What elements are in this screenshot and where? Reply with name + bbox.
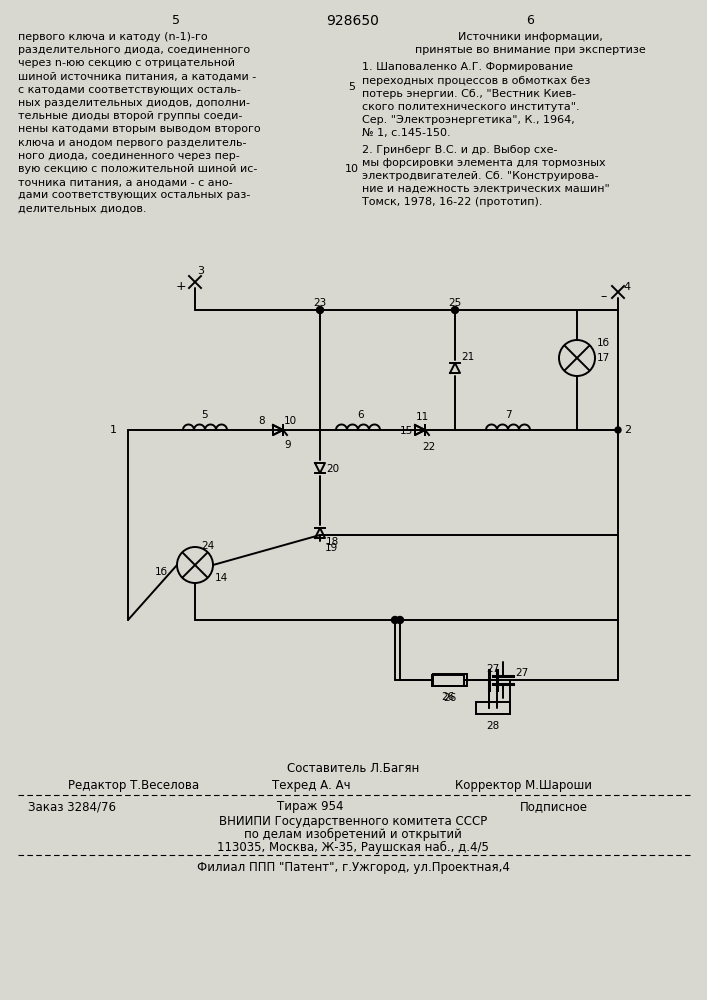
Text: ние и надежность электрических машин": ние и надежность электрических машин" [362,184,609,194]
Text: первого ключа и катоду (n-1)-го: первого ключа и катоду (n-1)-го [18,32,208,42]
Text: 22: 22 [422,442,436,452]
Text: 14: 14 [215,573,228,583]
Text: 27: 27 [515,668,528,678]
Text: точника питания, а анодами - с ано-: точника питания, а анодами - с ано- [18,177,233,187]
Text: 7: 7 [505,410,511,420]
Text: ВНИИПИ Государственного комитета СССР: ВНИИПИ Государственного комитета СССР [219,815,487,828]
Text: ского политехнического института".: ского политехнического института". [362,102,580,112]
Text: 2: 2 [624,425,631,435]
Text: 10: 10 [345,164,359,174]
Text: Филиал ППП "Патент", г.Ужгород, ул.Проектная,4: Филиал ППП "Патент", г.Ужгород, ул.Проек… [197,861,510,874]
Circle shape [397,616,404,624]
Text: 8: 8 [258,416,264,426]
Text: 1. Шаповаленко А.Г. Формирование: 1. Шаповаленко А.Г. Формирование [362,62,573,72]
Text: 2. Гринберг В.С. и др. Выбор схе-: 2. Гринберг В.С. и др. Выбор схе- [362,145,558,155]
Text: переходных процессов в обмотках без: переходных процессов в обмотках без [362,76,590,86]
Text: нены катодами вторым выводом второго: нены катодами вторым выводом второго [18,124,261,134]
Text: 6: 6 [526,14,534,27]
Text: 20: 20 [326,464,339,474]
Text: 5: 5 [349,82,356,92]
Text: 15: 15 [400,426,414,436]
Circle shape [392,616,399,624]
Text: 25: 25 [448,298,462,308]
Text: 18: 18 [326,537,339,547]
Text: 24: 24 [201,541,214,551]
Text: 1б: 1б [597,338,610,348]
Text: ного диода, соединенного через пер-: ного диода, соединенного через пер- [18,151,240,161]
Text: разделительного диода, соединенного: разделительного диода, соединенного [18,45,250,55]
Text: ных разделительных диодов, дополни-: ных разделительных диодов, дополни- [18,98,250,108]
Text: мы форсировки элемента для тормозных: мы форсировки элемента для тормозных [362,158,606,168]
Text: 23: 23 [313,298,327,308]
Text: через n-юю секцию с отрицательной: через n-юю секцию с отрицательной [18,58,235,68]
Text: 1б: 1б [155,567,168,577]
Text: 28: 28 [486,721,500,731]
Text: +: + [175,280,187,293]
Bar [432,674,464,686]
Text: 10: 10 [284,416,297,426]
Text: 19: 19 [325,543,338,553]
Text: № 1, с.145-150.: № 1, с.145-150. [362,128,450,138]
Text: потерь энергии. Сб., "Вестник Киев-: потерь энергии. Сб., "Вестник Киев- [362,89,576,99]
Circle shape [452,306,459,314]
Text: 5: 5 [201,410,209,420]
Text: Томск, 1978, 16-22 (прототип).: Томск, 1978, 16-22 (прототип). [362,197,542,207]
Circle shape [615,427,621,433]
Text: 9: 9 [284,440,291,450]
Text: 6: 6 [358,410,364,420]
Text: Подписное: Подписное [520,800,588,813]
Text: делительных диодов.: делительных диодов. [18,204,146,214]
Text: 27: 27 [486,664,500,674]
Text: Источники информации,: Источники информации, [457,32,602,42]
Text: шиной источника питания, а катодами -: шиной источника питания, а катодами - [18,72,256,82]
Text: 3: 3 [197,266,204,276]
Text: 5: 5 [172,14,180,27]
Text: Составитель Л.Багян: Составитель Л.Багян [287,762,419,775]
Text: 26: 26 [441,692,455,702]
Text: Заказ 3284/76: Заказ 3284/76 [28,800,116,813]
Text: Редактор Т.Веселова: Редактор Т.Веселова [68,779,199,792]
Text: вую секцию с положительной шиной ис-: вую секцию с положительной шиной ис- [18,164,257,174]
Text: с катодами соответствующих осталь-: с катодами соответствующих осталь- [18,85,241,95]
Text: 17: 17 [597,353,610,363]
Circle shape [317,306,324,314]
Text: по делам изобретений и открытий: по делам изобретений и открытий [244,828,462,841]
Text: тельные диоды второй группы соеди-: тельные диоды второй группы соеди- [18,111,243,121]
Text: ключа и анодом первого разделитель-: ключа и анодом первого разделитель- [18,138,247,148]
Text: –: – [601,290,607,303]
Text: 1: 1 [110,425,117,435]
Text: Техред А. Ач: Техред А. Ач [272,779,351,792]
Text: 4: 4 [623,282,630,292]
Text: 928650: 928650 [327,14,380,28]
Bar [476,702,510,714]
Text: дами соответствующих остальных раз-: дами соответствующих остальных раз- [18,190,250,200]
Text: Сер. "Электроэнергетика", К., 1964,: Сер. "Электроэнергетика", К., 1964, [362,115,575,125]
Text: принятые во внимание при экспертизе: принятые во внимание при экспертизе [414,45,645,55]
Text: 113035, Москва, Ж-35, Раушская наб., д.4/5: 113035, Москва, Ж-35, Раушская наб., д.4… [217,841,489,854]
Text: Тираж 954: Тираж 954 [276,800,344,813]
Text: электродвигателей. Сб. "Конструирова-: электродвигателей. Сб. "Конструирова- [362,171,599,181]
Text: 21: 21 [461,352,474,362]
Text: 11: 11 [416,412,429,422]
Text: Корректор М.Шароши: Корректор М.Шароши [455,779,592,792]
Bar [433,674,467,686]
Text: 26: 26 [443,693,457,703]
